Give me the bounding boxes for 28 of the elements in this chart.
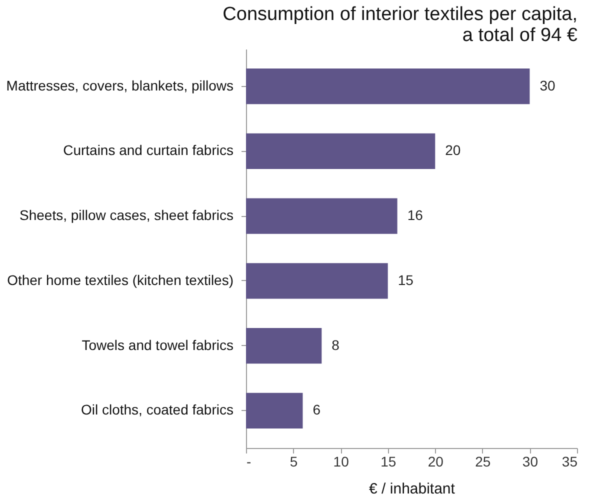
y-tick-label: Mattresses, covers, blankets, pillows — [6, 77, 234, 94]
y-tick-label: Sheets, pillow cases, sheet fabrics — [20, 207, 234, 224]
data-label: 6 — [312, 402, 321, 418]
y-tick-label: Towels and towel fabrics — [82, 336, 234, 353]
bar — [246, 328, 322, 364]
bar — [246, 68, 530, 104]
data-label: 8 — [332, 336, 340, 353]
y-tick-label: Other home textiles (kitchen textiles) — [7, 272, 234, 288]
bar — [246, 198, 398, 234]
x-tick-label: - — [246, 454, 252, 470]
bar — [246, 133, 436, 170]
data-label: 15 — [398, 272, 414, 288]
x-tick-label: 5 — [290, 454, 298, 470]
bar — [246, 392, 303, 429]
data-label: 16 — [407, 207, 424, 224]
x-tick-label: 20 — [428, 454, 444, 470]
x-tick-label: 35 — [562, 454, 578, 470]
x-axis-title: € / inhabitant — [369, 480, 456, 498]
data-label: 30 — [540, 77, 556, 94]
x-tick-label: 30 — [522, 454, 538, 470]
x-tick-label: 10 — [333, 454, 350, 470]
x-tick-label: 15 — [380, 454, 396, 470]
y-tick-label: Curtains and curtain fabrics — [63, 142, 234, 158]
y-tick-label: Oil cloths, coated fabrics — [80, 402, 234, 418]
chart-title: Consumption of interior textiles per capita, a total of 94 € — [222, 4, 578, 46]
x-tick-label: 25 — [475, 454, 491, 470]
bar — [246, 263, 388, 299]
data-label: 20 — [445, 142, 461, 158]
